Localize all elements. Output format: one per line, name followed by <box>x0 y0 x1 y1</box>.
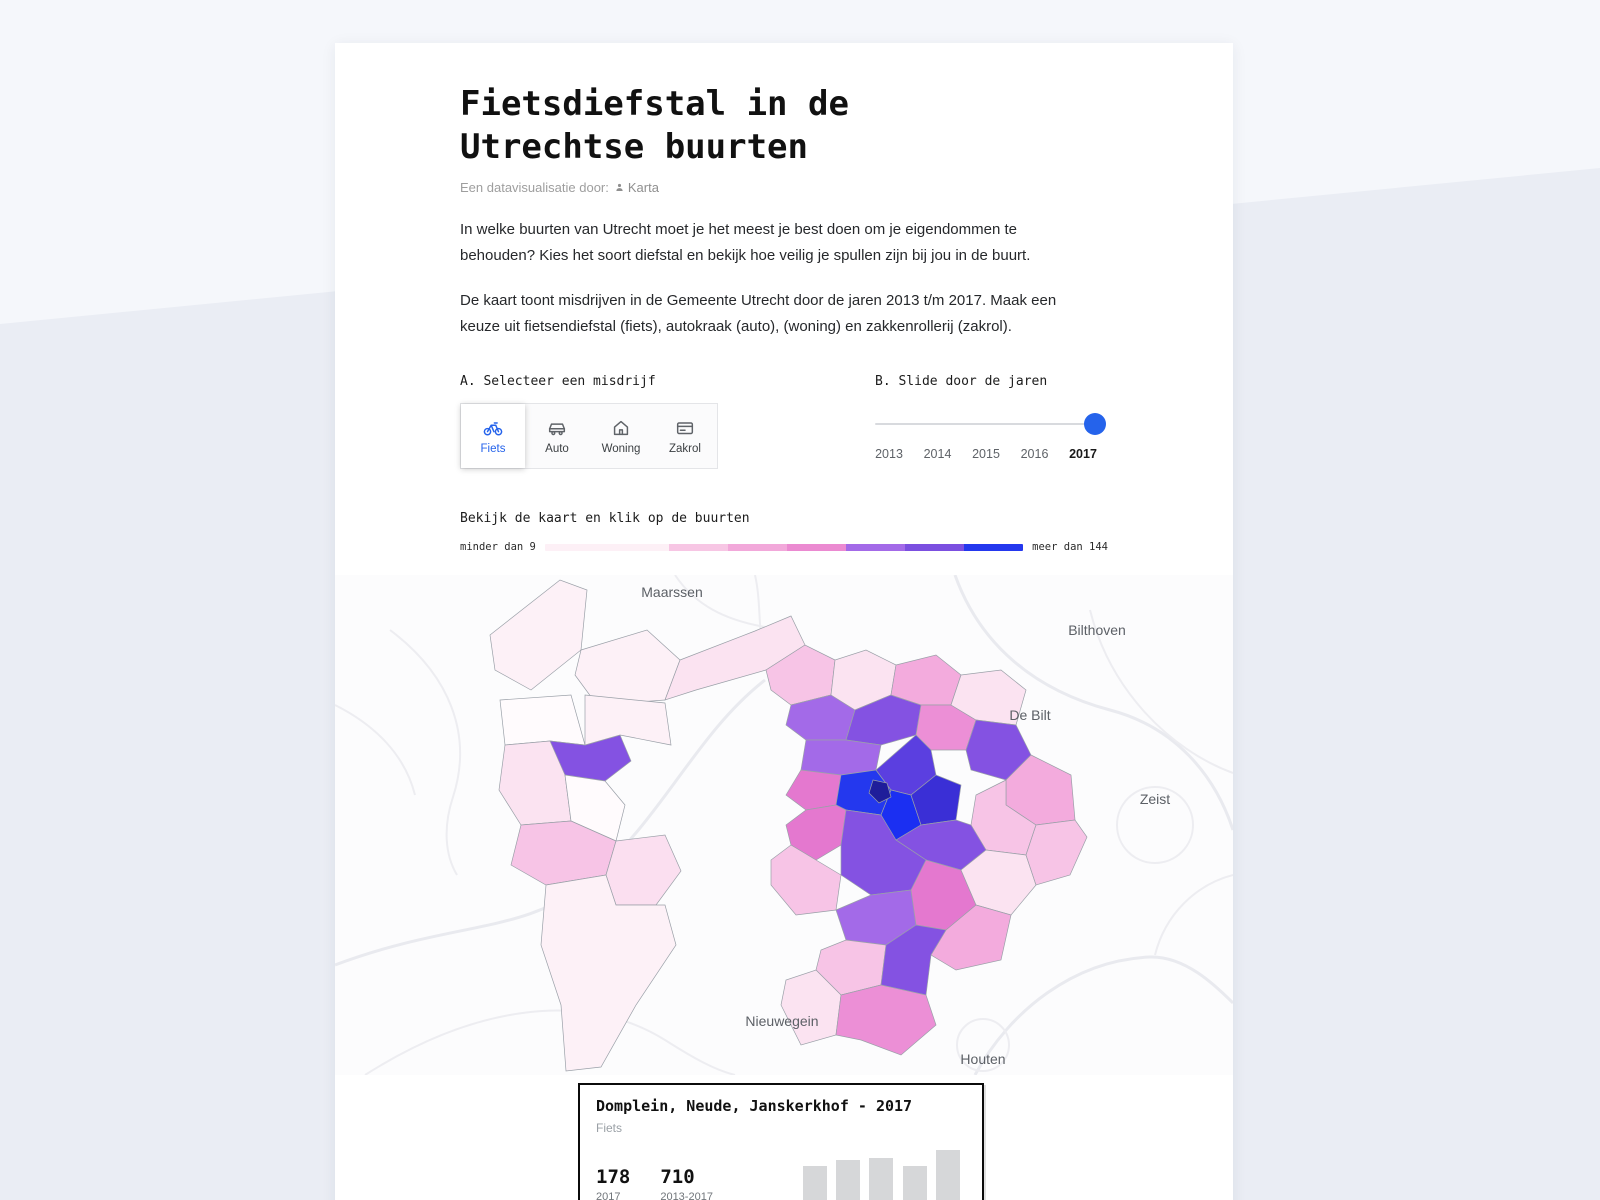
map-legend: minder dan 9 meer dan 144 <box>460 541 1108 553</box>
map-region-buurt-10[interactable] <box>540 874 677 1072</box>
tooltip-bar-2013: 2013 <box>802 1166 827 1200</box>
neighborhood-tooltip: Domplein, Neude, Janskerkhof - 2017 Fiet… <box>578 1083 984 1200</box>
tooltip-title: Domplein, Neude, Janskerkhof - 2017 <box>596 1097 913 1115</box>
byline: Een datavisualisatie door: Karta <box>460 180 1108 195</box>
crime-button-fiets[interactable]: Fiets <box>461 404 525 468</box>
crime-button-zakrol[interactable]: Zakrol <box>653 404 717 468</box>
map-region-buurt-01[interactable] <box>489 579 588 691</box>
page-title-line1: Fietsdiefstal in de <box>460 84 849 124</box>
map-region-buurt-39[interactable] <box>835 984 937 1056</box>
map-region-buurt-09[interactable] <box>605 834 682 906</box>
person-icon <box>614 182 625 193</box>
tooltip-bar-2017: 2017 <box>935 1150 960 1200</box>
map-instruction-label: Bekijk de kaart en klik op de buurten <box>460 511 750 526</box>
legend-segment-3 <box>786 543 846 551</box>
year-tick-2017[interactable]: 2017 <box>1069 447 1097 461</box>
crime-button-label: Fiets <box>480 443 506 455</box>
year-slider[interactable] <box>875 413 1106 435</box>
tooltip-total-value: 710 <box>660 1166 695 1188</box>
crime-button-woning[interactable]: Woning <box>589 404 653 468</box>
map-region-buurt-27[interactable] <box>910 774 962 826</box>
map-regions <box>489 579 1088 1072</box>
year-tick-2013[interactable]: 2013 <box>875 447 903 461</box>
map-region-buurt-03[interactable] <box>499 694 586 746</box>
intro-paragraph-2: De kaart toont misdrijven in de Gemeente… <box>460 291 1057 335</box>
tooltip-bar-2016 <box>902 1166 927 1200</box>
card-icon <box>674 417 696 439</box>
house-icon <box>610 417 632 439</box>
legend-min-label: minder dan 9 <box>460 541 536 553</box>
year-slider-section: B. Slide door de jaren 2013 2014 2015 2016 2… <box>875 374 1106 469</box>
legend-segment-5 <box>905 543 965 551</box>
map-region-buurt-41[interactable] <box>868 779 892 804</box>
byline-prefix: Een datavisualisatie door: <box>460 180 609 195</box>
tooltip-category: Fiets <box>596 1121 623 1135</box>
page-title: Fietsdiefstal in de Utrechtse buurten <box>460 83 1108 168</box>
year-tick-2016[interactable]: 2016 <box>1020 447 1049 461</box>
year-slider-label: B. Slide door de jaren <box>875 374 1048 389</box>
controls-row: A. Selecteer een misdrijf Fiets Auto Wonin… <box>460 374 1108 469</box>
legend-segment-1 <box>668 543 728 551</box>
slider-track[interactable] <box>875 423 1097 425</box>
legend-segment-2 <box>727 543 787 551</box>
car-icon <box>546 417 568 439</box>
tooltip-bar-2015: 2015 <box>869 1158 894 1200</box>
map-label-nieuwegein: Nieuwegein <box>745 1013 818 1029</box>
crime-select-label: A. Selecteer een misdrijf <box>460 374 656 389</box>
tooltip-stats: 178 2017 710 2013-2017 <box>596 1166 713 1200</box>
legend-segment-4 <box>846 543 906 551</box>
map-region-buurt-22[interactable] <box>800 739 882 776</box>
tooltip-total-label: 2013-2017 <box>660 1191 713 1200</box>
tooltip-year-label: 2017 <box>596 1191 621 1200</box>
tooltip-bar-2014 <box>836 1160 861 1200</box>
year-tick-2014[interactable]: 2014 <box>923 447 952 461</box>
crime-select-section: A. Selecteer een misdrijf Fiets Auto Wonin… <box>460 374 750 469</box>
legend-max-label: meer dan 144 <box>1032 541 1108 553</box>
map-region-buurt-23[interactable] <box>785 769 842 811</box>
map-region-buurt-02[interactable] <box>574 629 681 706</box>
choropleth-map[interactable]: Maarssen Bilthoven De Bilt Zeist Nieuwegein H… <box>335 575 1233 1075</box>
crime-button-label: Woning <box>601 443 641 455</box>
crime-button-auto[interactable]: Auto <box>525 404 589 468</box>
map-label-de-bilt: De Bilt <box>1009 707 1050 723</box>
tooltip-bar-chart: 2013 2015 2017 <box>802 1139 966 1200</box>
year-labels: 2013 2014 2015 2016 2017 <box>869 447 1103 461</box>
map-region-buurt-29[interactable] <box>785 804 847 861</box>
legend-color-scale <box>544 543 1024 551</box>
byline-author-name: Karta <box>627 180 659 195</box>
content-card: Fietsdiefstal in de Utrechtse buurten Ee… <box>335 43 1233 1200</box>
tooltip-stat-year: 178 2017 <box>596 1166 630 1200</box>
crime-button-label: Zakrol <box>669 443 701 455</box>
map-place-labels: Maarssen Bilthoven De Bilt Zeist Nieuwegein H… <box>641 584 1170 1067</box>
legend-segment-6 <box>964 543 1024 551</box>
map-label-zeist: Zeist <box>1140 791 1170 807</box>
map-label-houten: Houten <box>960 1051 1005 1067</box>
bike-icon <box>482 417 504 439</box>
map-label-bilthoven: Bilthoven <box>1068 622 1126 638</box>
map-region-buurt-31[interactable] <box>770 844 842 916</box>
map-region-buurt-05[interactable] <box>584 694 672 746</box>
slider-knob[interactable] <box>1084 413 1106 435</box>
intro-paragraph-1: In welke buurten van Utrecht moet je het… <box>460 221 1031 265</box>
year-tick-2015[interactable]: 2015 <box>972 447 1000 461</box>
legend-segment-0 <box>544 543 669 551</box>
page-title-line2: Utrechtse buurten <box>460 126 808 167</box>
map-region-buurt-07[interactable] <box>564 774 626 842</box>
tooltip-year-value: 178 <box>596 1166 631 1188</box>
crime-button-group: Fiets Auto Woning Zakrol <box>460 403 718 469</box>
map-label-maarssen: Maarssen <box>641 584 702 600</box>
tooltip-body: 178 2017 710 2013-2017 2013 2015 2017 <box>596 1139 966 1200</box>
tooltip-stat-total: 710 2013-2017 <box>660 1166 713 1200</box>
crime-button-label: Auto <box>545 443 569 455</box>
byline-author-link[interactable]: Karta <box>614 180 659 195</box>
map-region-buurt-16[interactable] <box>890 654 962 706</box>
map-region-buurt-40[interactable] <box>1025 819 1088 886</box>
